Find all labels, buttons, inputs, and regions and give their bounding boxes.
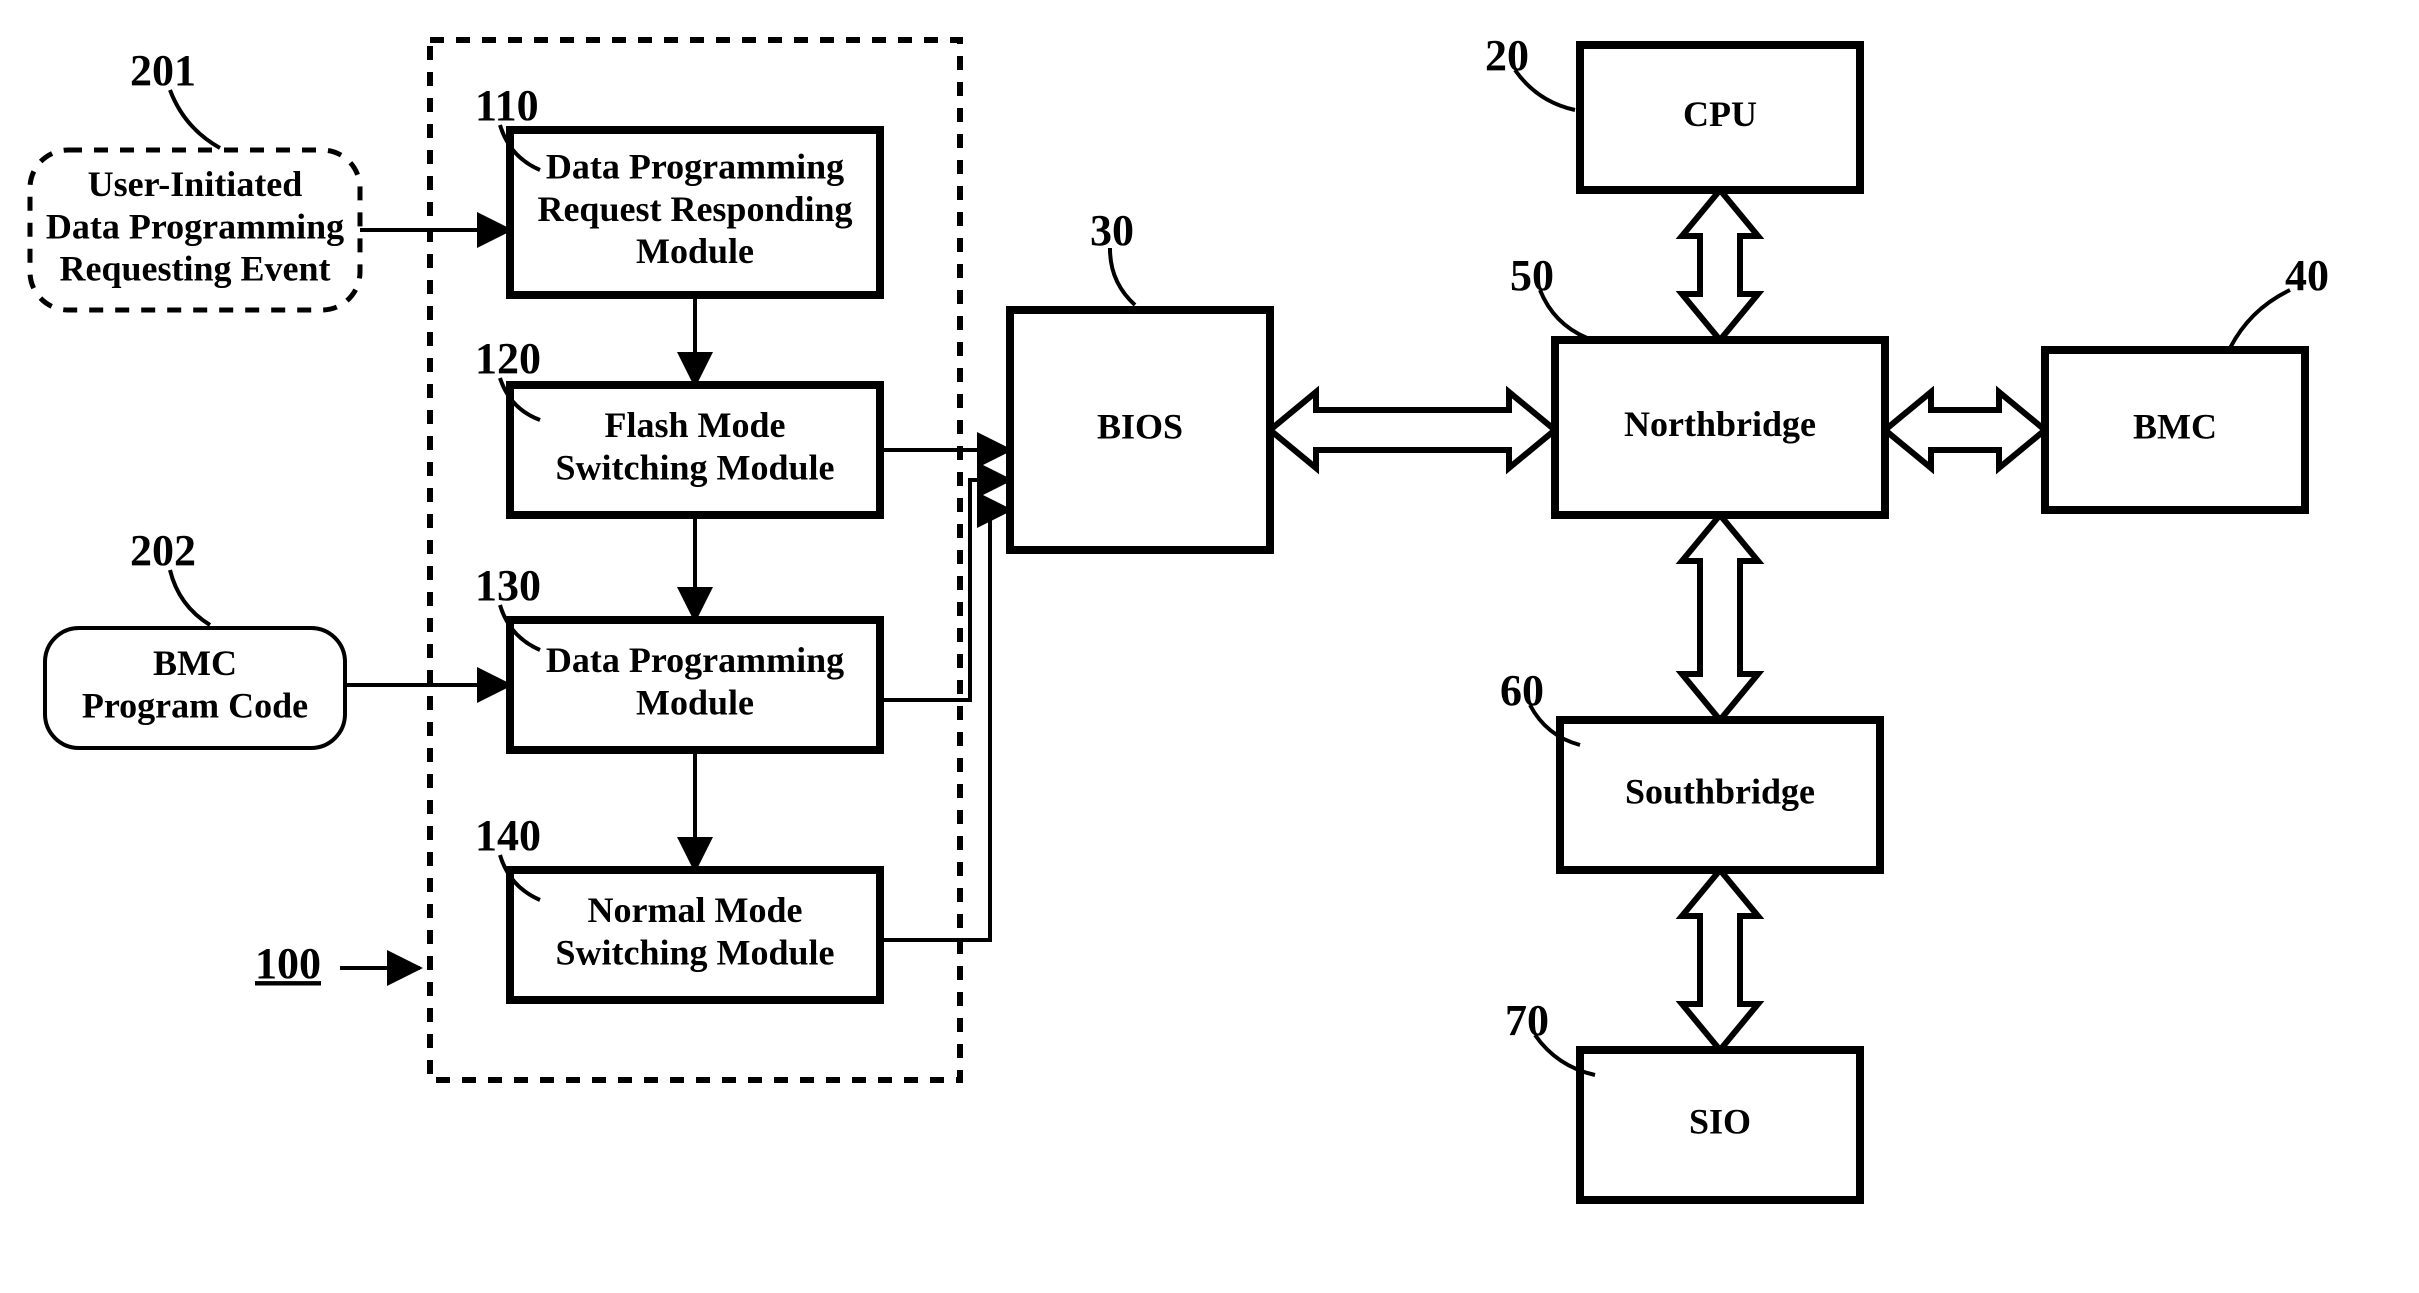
ref-label-20: 20 [1485,31,1529,80]
node-label: CPU [1683,94,1757,134]
node-n40: BMC [2045,350,2305,510]
double-arrow-0 [1270,392,1555,468]
diagram-canvas: User-InitiatedData ProgrammingRequesting… [0,0,2419,1293]
node-label: Module [636,231,754,271]
node-label: SIO [1689,1101,1751,1141]
node-n130: Data ProgrammingModule [510,620,880,750]
ref-label-40: 40 [2285,251,2329,300]
node-label: Program Code [82,686,308,726]
node-label: Switching Module [555,933,834,973]
node-label: BIOS [1097,406,1183,446]
node-n202: BMCProgram Code [45,628,345,748]
node-label: Flash Mode [604,405,785,445]
node-label: Northbridge [1624,404,1816,444]
node-n140: Normal ModeSwitching Module [510,870,880,1000]
double-arrow-3 [1682,515,1758,720]
node-label: Normal Mode [588,890,803,930]
ref-leader [170,570,210,625]
ref-label-120: 120 [475,334,541,383]
node-label: User-Initiated [88,164,303,204]
ref-label-60: 60 [1500,666,1544,715]
ref-label-140: 140 [475,811,541,860]
arrow-n140-n30 [880,510,1010,940]
node-label: Switching Module [555,448,834,488]
ref-label-110: 110 [475,81,539,130]
double-arrow-2 [1682,190,1758,340]
node-n201: User-InitiatedData ProgrammingRequesting… [30,150,360,310]
node-label: Request Responding [537,189,852,229]
node-label: BMC [153,643,237,683]
ref-label-130: 130 [475,561,541,610]
ref-label-50: 50 [1510,251,1554,300]
ref-leader [170,90,220,148]
ref-label-100: 100 [255,939,321,988]
ref-label-202: 202 [130,526,196,575]
node-n30: BIOS [1010,310,1270,550]
ref-leader [1110,248,1135,305]
double-arrow-1 [1885,392,2045,468]
node-label: Data Programming [46,206,344,246]
double-arrow-4 [1682,870,1758,1050]
node-n120: Flash ModeSwitching Module [510,385,880,515]
node-n60: Southbridge [1560,720,1880,870]
node-n20: CPU [1580,45,1860,190]
ref-label-30: 30 [1090,206,1134,255]
node-label: Requesting Event [59,249,330,289]
node-n110: Data ProgrammingRequest RespondingModule [510,130,880,295]
node-n50: Northbridge [1555,340,1885,515]
node-label: Southbridge [1625,771,1815,811]
node-label: BMC [2133,406,2217,446]
node-n70: SIO [1580,1050,1860,1200]
ref-label-70: 70 [1505,996,1549,1045]
node-label: Module [636,683,754,723]
ref-leader [2230,290,2290,348]
node-label: Data Programming [546,146,844,186]
ref-label-201: 201 [130,46,196,95]
node-label: Data Programming [546,640,844,680]
